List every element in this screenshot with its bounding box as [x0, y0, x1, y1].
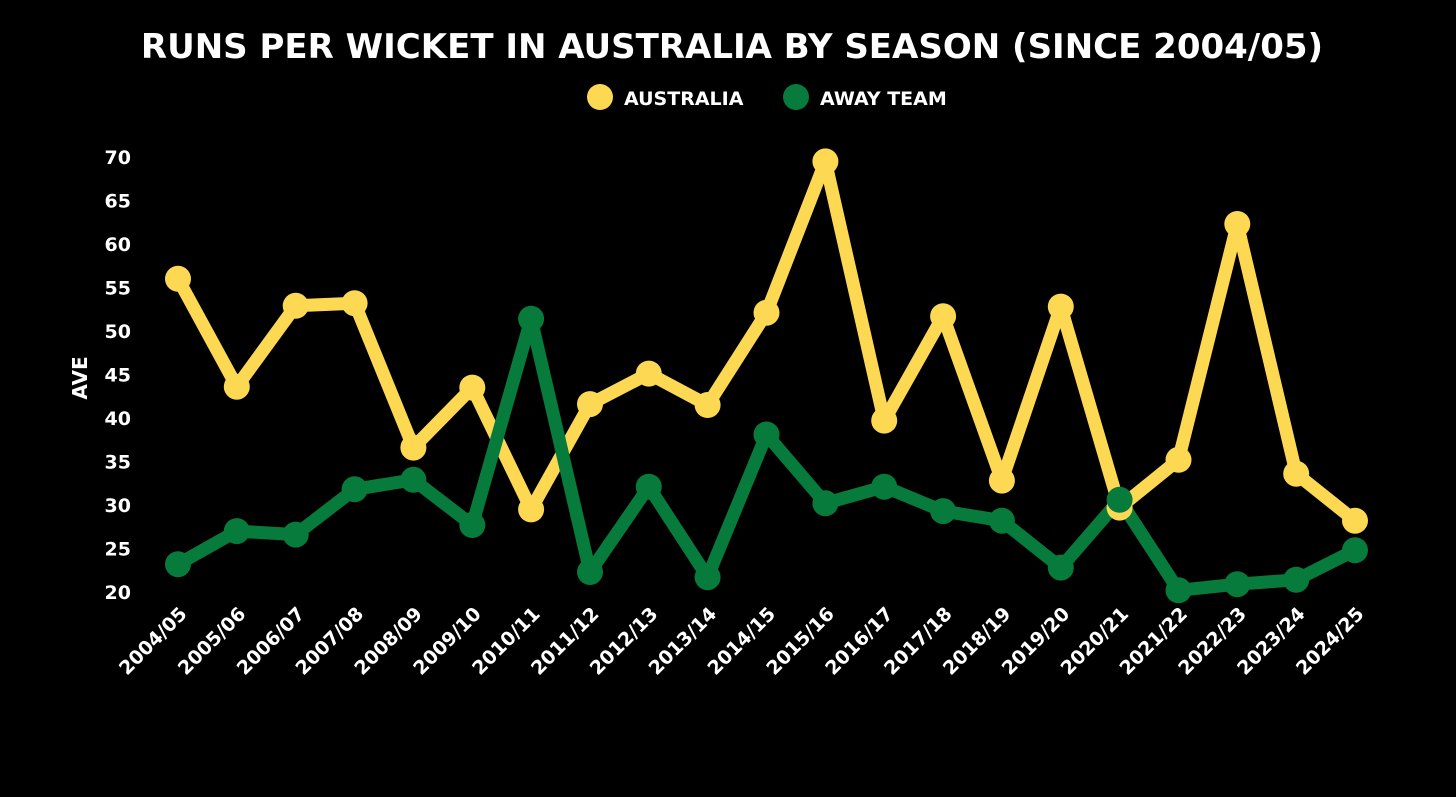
data-point-australia	[812, 148, 839, 175]
series-points	[165, 148, 1368, 604]
legend-swatch-away-team	[783, 84, 809, 110]
data-point-away-team	[459, 512, 486, 538]
data-point-australia	[341, 290, 368, 317]
data-point-away-team	[341, 476, 368, 503]
data-point-away-team	[577, 559, 603, 585]
data-point-away-team	[635, 473, 662, 500]
data-point-away-team	[753, 421, 780, 448]
x-axis-ticks: 2004/052005/062006/072007/082008/092009/…	[115, 603, 1369, 680]
data-point-australia	[871, 407, 898, 434]
data-point-away-team	[930, 498, 957, 525]
legend-swatch-australia	[587, 84, 613, 110]
data-point-australia	[1047, 293, 1074, 320]
data-point-away-team	[1106, 486, 1133, 513]
data-point-australia	[165, 265, 191, 292]
legend-label-australia: AUSTRALIA	[624, 88, 744, 110]
data-point-away-team	[223, 518, 250, 545]
data-point-australia	[753, 299, 780, 326]
data-point-away-team	[871, 473, 898, 500]
data-point-away-team	[1224, 571, 1251, 598]
data-point-australia	[635, 360, 662, 387]
data-point-away-team	[165, 551, 191, 578]
y-axis-label: AVE	[68, 356, 92, 399]
data-point-australia	[400, 434, 427, 461]
data-point-away-team	[1165, 577, 1192, 604]
y-tick-label: 65	[105, 191, 131, 213]
y-tick-label: 60	[105, 234, 131, 256]
y-tick-label: 35	[105, 452, 131, 474]
y-tick-label: 30	[105, 495, 131, 517]
data-point-away-team	[282, 521, 309, 548]
data-point-australia	[282, 292, 309, 319]
data-point-away-team	[518, 305, 545, 332]
data-point-australia	[518, 496, 545, 523]
chart-title: RUNS PER WICKET IN AUSTRALIA BY SEASON (…	[141, 27, 1323, 67]
data-point-away-team	[1342, 537, 1368, 564]
legend: AUSTRALIA AWAY TEAM	[587, 84, 947, 110]
y-axis-ticks: 20 25 30 35 40 45 50 55 60 65 70	[105, 147, 131, 604]
y-tick-label: 45	[105, 365, 131, 387]
data-point-away-team	[400, 466, 427, 493]
legend-item-australia: AUSTRALIA	[587, 84, 744, 110]
data-point-away-team	[988, 507, 1015, 534]
data-point-away-team	[1047, 554, 1074, 581]
y-tick-label: 40	[105, 408, 131, 430]
data-point-australia	[694, 392, 721, 418]
data-point-australia	[1283, 460, 1310, 487]
series-lines	[171, 154, 1362, 597]
y-tick-label: 70	[105, 147, 131, 169]
data-point-australia	[459, 374, 486, 401]
y-tick-label: 50	[105, 321, 131, 343]
data-point-away-team	[812, 490, 839, 517]
data-point-australia	[223, 373, 250, 400]
data-point-australia	[988, 467, 1015, 494]
data-point-australia	[1224, 211, 1251, 237]
legend-label-away-team: AWAY TEAM	[820, 88, 947, 110]
y-tick-label: 25	[105, 539, 131, 561]
data-point-australia	[1165, 446, 1192, 473]
data-point-australia	[930, 303, 957, 330]
data-point-australia	[577, 391, 603, 418]
data-point-away-team	[694, 564, 721, 591]
data-point-australia	[1342, 507, 1368, 534]
y-tick-label: 55	[105, 278, 131, 300]
legend-item-away-team: AWAY TEAM	[783, 84, 947, 110]
y-tick-label: 20	[105, 582, 131, 604]
data-point-away-team	[1283, 566, 1310, 593]
